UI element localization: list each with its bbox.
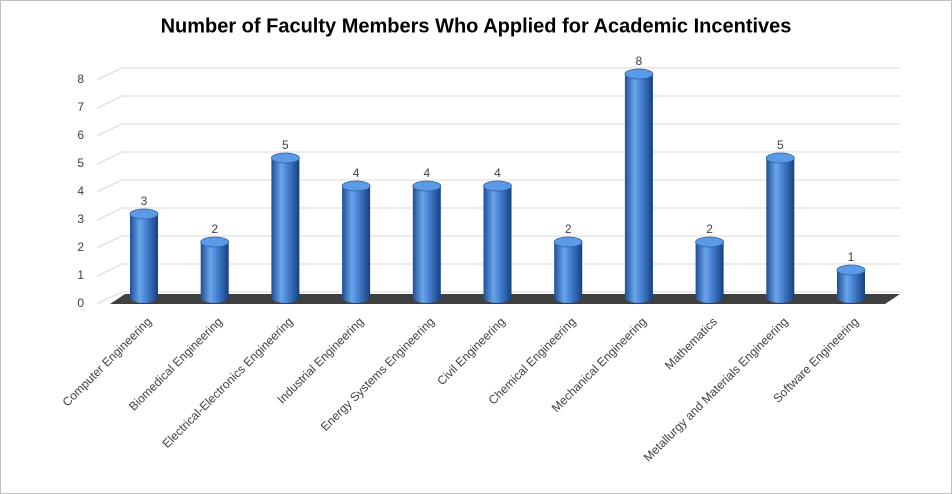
bar-top xyxy=(200,236,230,248)
bar-top xyxy=(483,180,512,192)
data-label: 2 xyxy=(706,222,713,236)
bar-top xyxy=(129,208,159,220)
data-label: 4 xyxy=(494,166,501,180)
data-label: 5 xyxy=(777,138,784,152)
data-label: 5 xyxy=(282,138,289,152)
grid-line xyxy=(96,67,900,81)
y-tick-label: 5 xyxy=(77,156,84,170)
bar-top xyxy=(270,152,300,164)
bar xyxy=(695,242,724,303)
data-label: 4 xyxy=(353,166,360,180)
y-tick-label: 6 xyxy=(77,128,84,142)
data-label: 2 xyxy=(211,222,218,236)
bar-top xyxy=(836,264,866,276)
bar xyxy=(837,270,865,303)
data-label: 2 xyxy=(565,222,572,236)
data-label: 1 xyxy=(848,250,855,264)
data-label: 3 xyxy=(141,194,148,208)
bar xyxy=(483,186,512,303)
bar xyxy=(554,242,583,303)
bar-top xyxy=(695,236,724,248)
bar-top xyxy=(553,236,583,248)
bar xyxy=(766,158,795,303)
bar-top xyxy=(341,180,371,192)
y-tick-label: 2 xyxy=(77,240,84,254)
bar xyxy=(130,214,158,303)
bar-top xyxy=(624,68,654,80)
bar xyxy=(412,186,441,303)
y-tick-label: 0 xyxy=(77,296,84,310)
y-tick-label: 7 xyxy=(77,100,84,114)
bar-top xyxy=(412,180,442,192)
bar xyxy=(342,186,371,303)
bar xyxy=(200,242,229,303)
bar xyxy=(271,158,300,303)
data-label: 8 xyxy=(636,54,643,68)
y-tick-label: 8 xyxy=(77,72,84,86)
chart-title: Number of Faculty Members Who Applied fo… xyxy=(161,15,792,37)
bar-top xyxy=(765,152,795,164)
y-tick-label: 1 xyxy=(77,268,84,282)
y-tick-label: 4 xyxy=(77,184,84,198)
data-label: 4 xyxy=(423,166,430,180)
y-tick-label: 3 xyxy=(77,212,84,226)
bar xyxy=(624,74,653,303)
